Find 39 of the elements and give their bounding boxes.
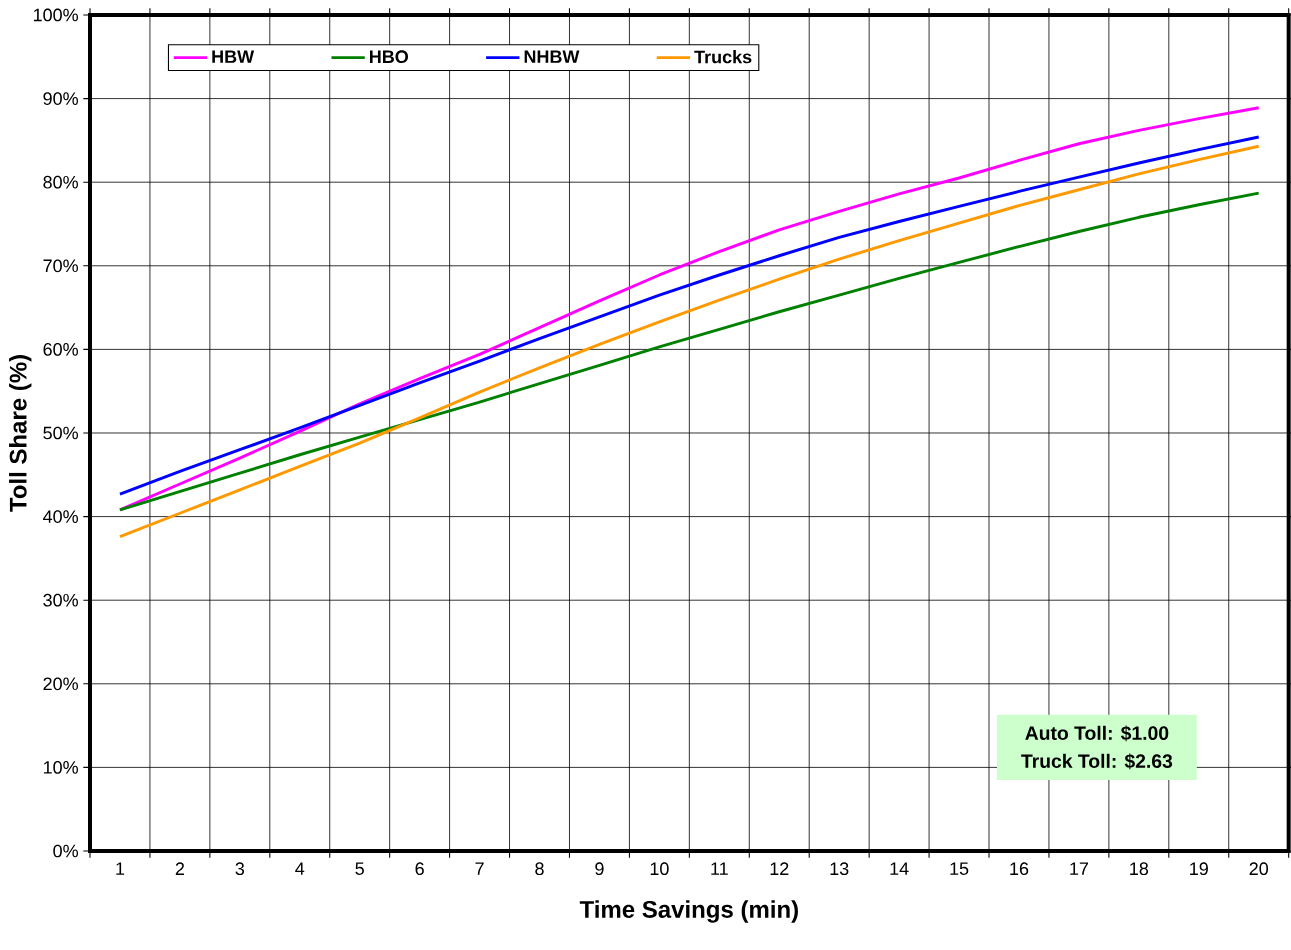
x-tick-label: 11: [711, 862, 728, 875]
legend-label: HBO: [369, 50, 409, 64]
x-tick-label: 4: [295, 862, 305, 875]
legend-label: HBW: [212, 50, 255, 63]
y-tick-label: 50%: [43, 426, 78, 440]
x-tick-label: 19: [1190, 862, 1208, 876]
y-tick-label: 10%: [43, 761, 78, 774]
y-tick-label: 40%: [43, 510, 78, 523]
x-tick-label: 10: [650, 862, 669, 876]
y-tick-label: 100%: [33, 8, 78, 22]
x-tick-label: 5: [355, 862, 364, 875]
x-tick-label: 20: [1249, 862, 1269, 876]
y-tick-label: 90%: [43, 92, 78, 105]
y-tick-label: 0%: [53, 844, 78, 858]
x-tick-label: 6: [415, 862, 424, 876]
x-tick-label: 2: [175, 862, 185, 875]
x-tick-label: 8: [535, 862, 544, 876]
y-tick-label: 80%: [43, 175, 78, 189]
y-axis-title: Toll Share (%): [9, 355, 32, 512]
y-tick-label: 30%: [43, 593, 78, 607]
legend-label: Trucks: [694, 50, 752, 64]
annotation: Truck Toll: $2.63: [1021, 753, 1173, 770]
y-tick-label: 60%: [43, 343, 78, 356]
x-tick-label: 3: [235, 862, 245, 876]
x-tick-label: 18: [1130, 862, 1149, 876]
x-tick-label: 1: [116, 862, 125, 875]
x-tick-label: 13: [830, 862, 849, 876]
x-tick-label: 16: [1010, 862, 1029, 876]
x-tick-label: 15: [950, 862, 969, 875]
y-tick-label: 70%: [43, 259, 78, 273]
x-tick-label: 12: [770, 862, 789, 875]
legend-label: NHBW: [524, 50, 580, 63]
y-tick-label: 20%: [43, 677, 78, 691]
x-tick-label: 17: [1070, 862, 1089, 875]
x-tick-label: 9: [595, 862, 604, 876]
annotation: Auto Toll: $1.00: [1025, 725, 1169, 742]
x-axis-title: Time Savings (min): [579, 900, 798, 923]
x-tick-label: 7: [475, 862, 484, 875]
x-tick-label: 14: [890, 862, 909, 875]
